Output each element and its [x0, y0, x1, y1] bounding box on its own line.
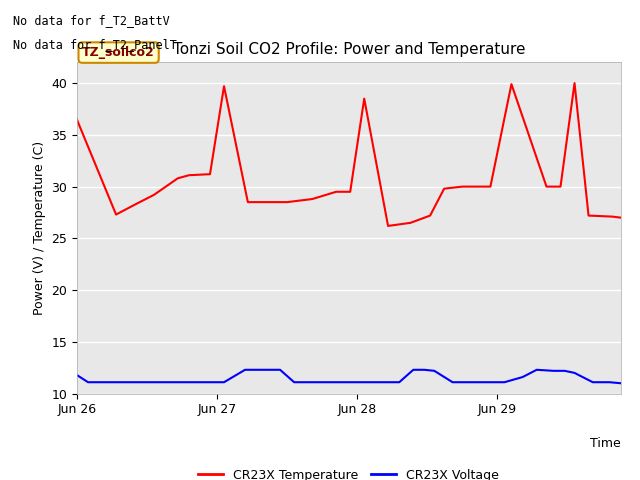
Text: Time: Time [590, 437, 621, 450]
Title: Tonzi Soil CO2 Profile: Power and Temperature: Tonzi Soil CO2 Profile: Power and Temper… [173, 42, 525, 57]
Text: No data for f_T2_BattV: No data for f_T2_BattV [13, 14, 170, 27]
Text: TZ_soilco2: TZ_soilco2 [82, 46, 155, 59]
Legend: CR23X Temperature, CR23X Voltage: CR23X Temperature, CR23X Voltage [193, 464, 504, 480]
Text: No data for f_T2_PanelT: No data for f_T2_PanelT [13, 38, 177, 51]
Y-axis label: Power (V) / Temperature (C): Power (V) / Temperature (C) [33, 141, 45, 315]
